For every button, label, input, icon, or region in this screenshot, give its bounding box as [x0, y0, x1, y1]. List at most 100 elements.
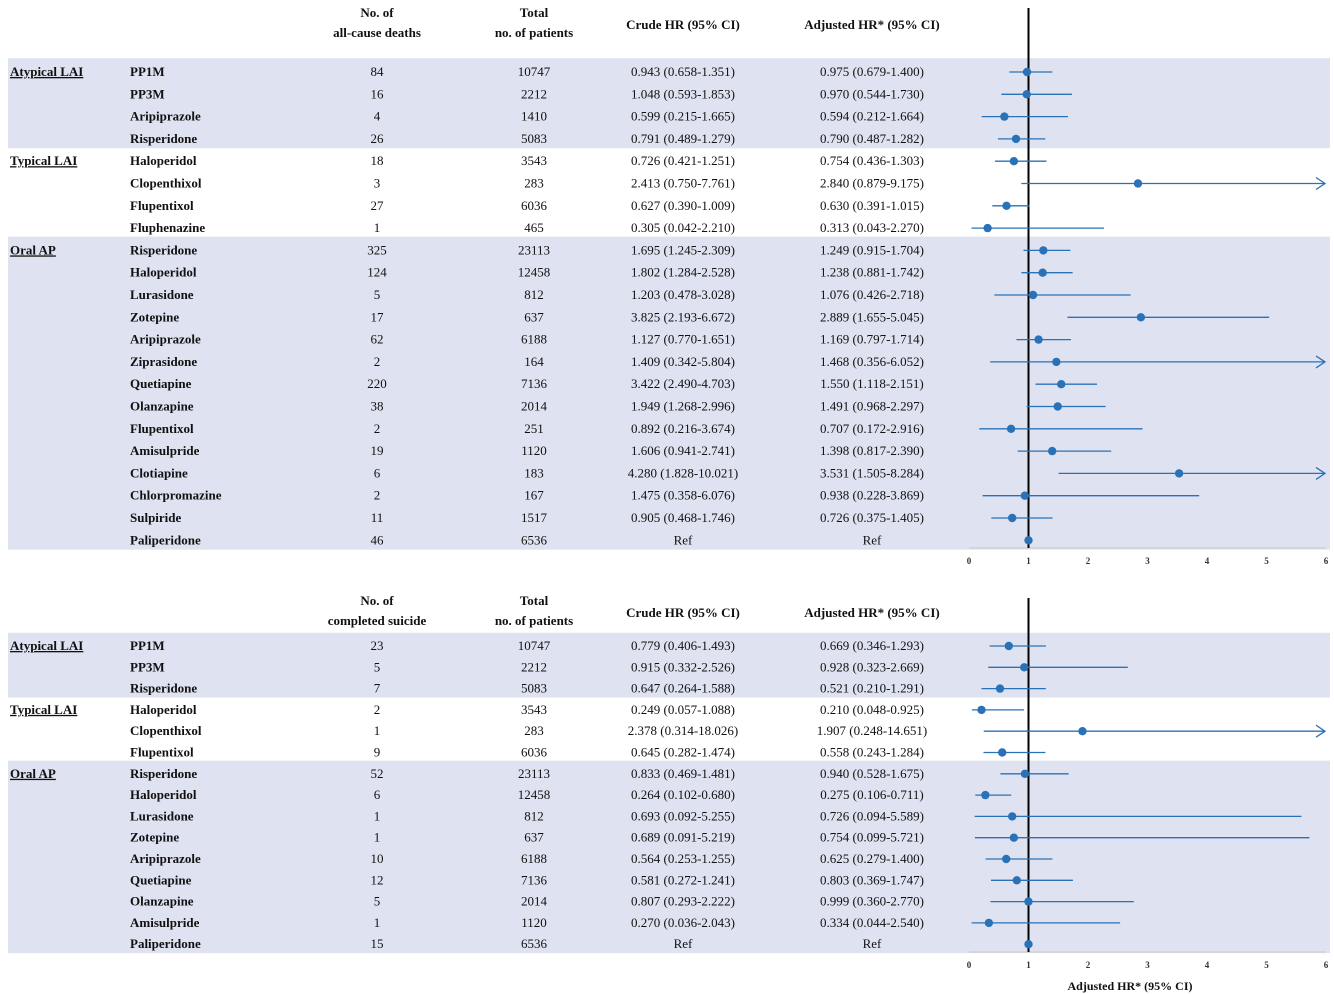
x-tick-label: 6 — [1324, 556, 1329, 566]
total-patients: 283 — [524, 723, 544, 738]
events-count: 27 — [371, 198, 385, 213]
drug-label: Risperidone — [130, 681, 197, 696]
crude-hr-value: 0.249 (0.057-1.088) — [631, 702, 735, 717]
adjusted-hr-value: 0.928 (0.323-2.669) — [820, 659, 924, 674]
total-patients: 5083 — [521, 681, 547, 696]
total-patients: 812 — [524, 287, 544, 302]
crude-hr-value: 0.726 (0.421-1.251) — [631, 153, 735, 168]
total-patients: 6188 — [521, 851, 547, 866]
hr-point — [1028, 290, 1038, 300]
crude-hr-value: 1.802 (1.284-2.528) — [631, 265, 735, 280]
events-count: 17 — [371, 309, 385, 324]
hr-point — [1052, 357, 1061, 367]
events-count: 84 — [371, 64, 385, 79]
hr-point — [1078, 727, 1087, 736]
forest-panel-2 — [8, 598, 1330, 954]
adjusted-hr-value: 1.907 (0.248-14.651) — [817, 723, 928, 738]
adjusted-hr-value: 0.594 (0.212-1.664) — [820, 109, 924, 124]
hr-point — [1009, 833, 1019, 842]
crude-hr-value: 0.647 (0.264-1.588) — [631, 681, 735, 696]
adjusted-hr-value: 0.521 (0.210-1.291) — [820, 681, 924, 696]
hr-point — [1002, 201, 1011, 210]
crude-hr-value: 0.791 (0.489-1.279) — [631, 131, 735, 146]
total-patients: 10747 — [518, 64, 551, 79]
total-patients: 251 — [524, 421, 544, 436]
group-label: Atypical LAI — [10, 638, 83, 653]
header-total-line2: no. of patients — [495, 613, 573, 628]
events-count: 16 — [371, 86, 385, 101]
drug-label: Lurasidone — [130, 287, 194, 302]
drug-label: Chlorpromazine — [130, 488, 222, 503]
hr-point — [995, 684, 1005, 693]
group-label: Atypical LAI — [10, 64, 83, 79]
crude-hr-value: 4.280 (1.828-10.021) — [628, 465, 739, 480]
hr-point — [1034, 335, 1043, 344]
hr-point — [983, 223, 992, 233]
hr-point — [1038, 268, 1047, 277]
adjusted-hr-value: 0.975 (0.679-1.400) — [820, 64, 924, 79]
crude-hr-value: 2.413 (0.750-7.761) — [631, 176, 735, 191]
ci-overflow-arrow — [1315, 466, 1327, 480]
adjusted-hr-value: 0.726 (0.375-1.405) — [820, 510, 924, 525]
x-tick-label: 3 — [1145, 556, 1150, 566]
drug-label: Quetiapine — [130, 376, 192, 391]
header-events-line2: completed suicide — [328, 613, 427, 628]
crude-hr-value: Ref — [674, 936, 693, 951]
events-count: 5 — [374, 894, 381, 909]
adjusted-hr-value: 0.790 (0.487-1.282) — [820, 131, 924, 146]
crude-hr-value: 0.264 (0.102-0.680) — [631, 787, 735, 802]
adjusted-hr-value: 1.550 (1.118-2.151) — [820, 376, 924, 391]
forest-panel-1 — [8, 8, 1330, 550]
total-patients: 183 — [524, 465, 544, 480]
events-count: 2 — [374, 702, 381, 717]
events-count: 15 — [371, 936, 384, 951]
total-patients: 3543 — [521, 153, 547, 168]
adjusted-hr-value: 0.999 (0.360-2.770) — [820, 894, 924, 909]
events-count: 5 — [374, 287, 381, 302]
x-tick-label: 0 — [967, 960, 972, 970]
crude-hr-value: 0.564 (0.253-1.255) — [631, 851, 735, 866]
hr-point — [1136, 313, 1146, 322]
crude-hr-value: 0.270 (0.036-2.043) — [631, 915, 735, 930]
adjusted-hr-value: 1.076 (0.426-2.718) — [820, 287, 924, 302]
adjusted-hr-value: 1.491 (0.968-2.297) — [820, 399, 924, 414]
crude-hr-value: 3.825 (2.193-6.672) — [631, 309, 735, 324]
adjusted-hr-value: 1.468 (0.356-6.052) — [820, 354, 924, 369]
events-count: 52 — [371, 766, 384, 781]
adjusted-hr-value: 1.169 (0.797-1.714) — [820, 332, 924, 347]
drug-label: Risperidone — [130, 242, 197, 257]
total-patients: 6536 — [521, 532, 548, 547]
drug-label: Clopenthixol — [130, 723, 202, 738]
drug-label: Risperidone — [130, 766, 197, 781]
hr-point — [1009, 157, 1019, 166]
total-patients: 12458 — [518, 787, 551, 802]
x-tick-label: 6 — [1324, 960, 1329, 970]
drug-label: Sulpiride — [130, 510, 182, 525]
row-band — [8, 236, 1330, 550]
total-patients: 2212 — [521, 86, 547, 101]
drug-label: Flupentixol — [130, 198, 194, 213]
x-tick-label: 2 — [1086, 960, 1091, 970]
total-patients: 5083 — [521, 131, 547, 146]
adjusted-hr-value: 0.334 (0.044-2.540) — [820, 915, 924, 930]
events-count: 11 — [371, 510, 384, 525]
crude-hr-value: 0.305 (0.042-2.210) — [631, 220, 735, 235]
ci-overflow-arrow — [1315, 355, 1327, 369]
x-tick-label: 0 — [967, 556, 972, 566]
adjusted-hr-value: 0.803 (0.369-1.747) — [820, 872, 924, 887]
crude-hr-value: 0.693 (0.092-5.255) — [631, 808, 735, 823]
total-patients: 23113 — [518, 766, 550, 781]
adjusted-hr-value: 0.275 (0.106-0.711) — [820, 787, 924, 802]
x-tick-label: 5 — [1264, 556, 1269, 566]
adjusted-hr-value: 3.531 (1.505-8.284) — [820, 465, 924, 480]
x-tick-label: 2 — [1086, 556, 1091, 566]
adjusted-hr-value: 0.630 (0.391-1.015) — [820, 198, 924, 213]
adjusted-hr-value: 1.238 (0.881-1.742) — [820, 265, 924, 280]
hr-point — [1011, 134, 1021, 144]
events-count: 220 — [367, 376, 387, 391]
adjusted-hr-value: 0.938 (0.228-3.869) — [820, 488, 924, 503]
total-patients: 6536 — [521, 936, 548, 951]
events-count: 6 — [374, 787, 381, 802]
adjusted-hr-value: 0.754 (0.436-1.303) — [820, 153, 924, 168]
crude-hr-value: 0.689 (0.091-5.219) — [631, 830, 735, 845]
